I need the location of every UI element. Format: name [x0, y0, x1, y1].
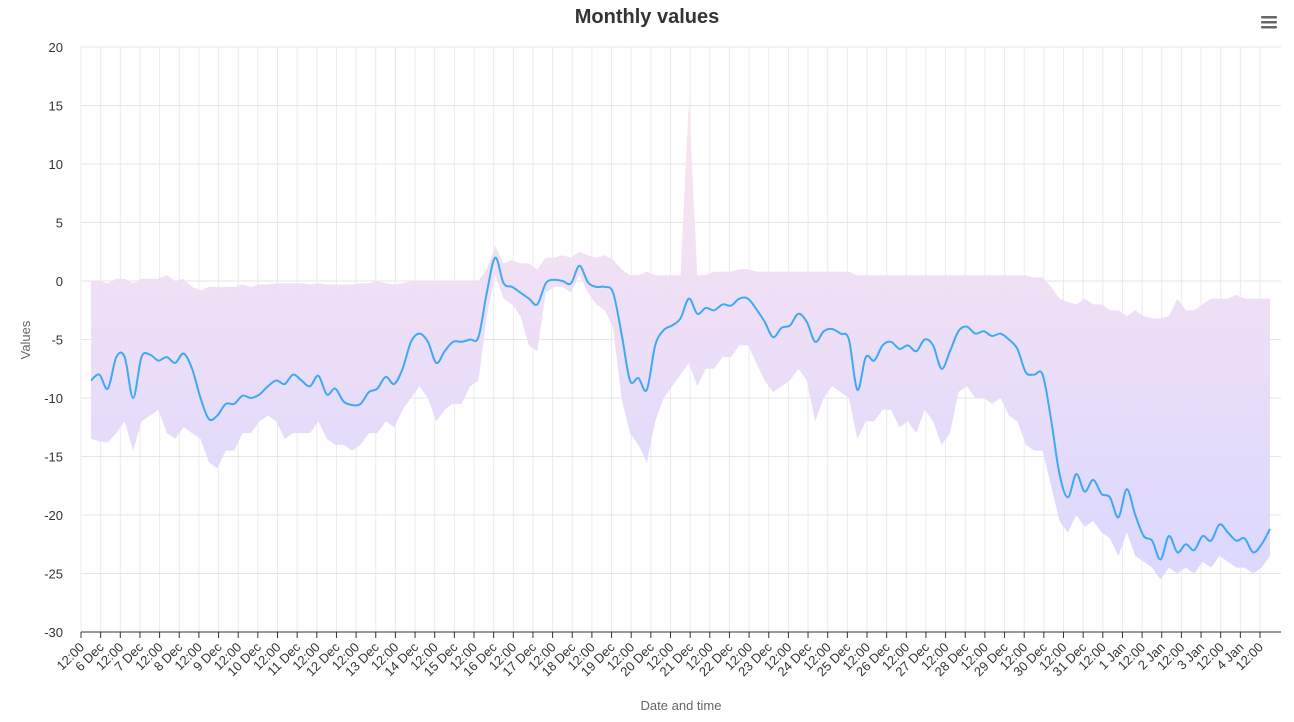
- y-axis: 20 15 10 5 0 -5 -10 -15 -20 -25 -30: [44, 40, 63, 640]
- y-tick-label: 0: [56, 274, 63, 289]
- y-tick-label: 20: [49, 40, 63, 55]
- y-tick-label: -20: [44, 508, 63, 523]
- y-tick-label: 10: [49, 157, 63, 172]
- y-tick-label: 15: [49, 99, 63, 114]
- y-tick-label: -25: [44, 567, 63, 582]
- chart-title: Monthly values: [575, 6, 719, 28]
- range-band: [91, 99, 1270, 580]
- temperature-line: [90, 256, 1271, 561]
- y-tick-label: -10: [44, 391, 63, 406]
- plot-area: [90, 99, 1271, 580]
- y-tick-label: 5: [56, 216, 63, 231]
- y-axis-title: Values: [18, 320, 33, 359]
- y-tick-label: -30: [44, 625, 63, 640]
- y-tick-label: -15: [44, 450, 63, 465]
- y-tick-label: -5: [51, 333, 63, 348]
- hamburger-menu-icon[interactable]: [1256, 10, 1282, 36]
- x-axis-title: Date and time: [641, 698, 722, 713]
